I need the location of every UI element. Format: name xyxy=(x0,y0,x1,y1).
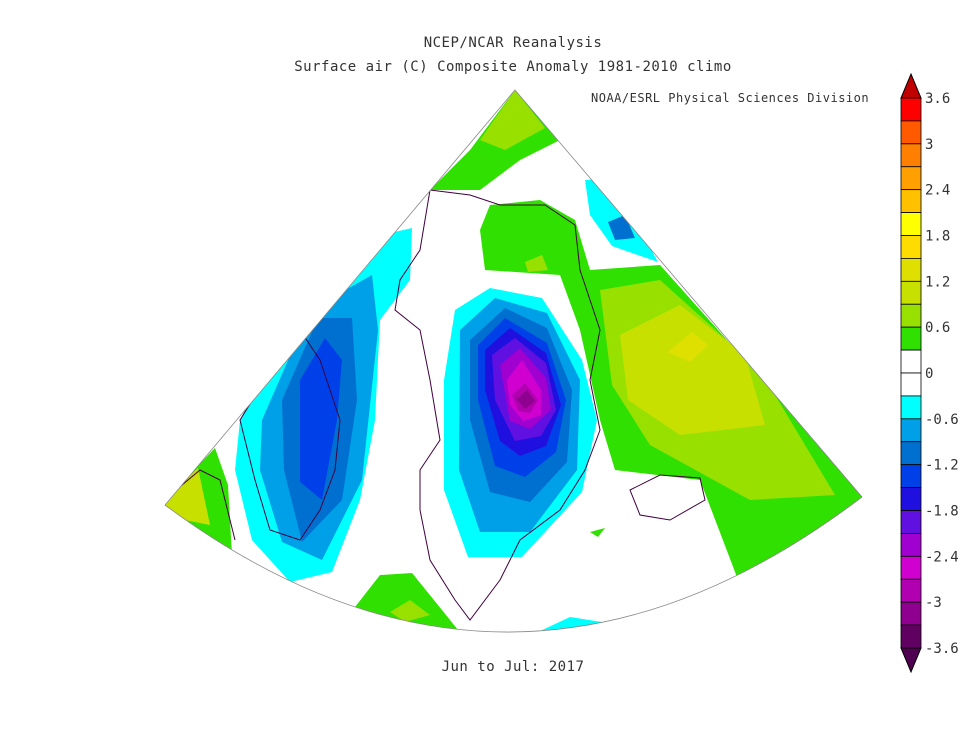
colorbar-tick-label: 3.6 xyxy=(925,91,950,107)
colorbar-swatch xyxy=(900,349,922,374)
contour-positive xyxy=(480,90,545,150)
colorbar-swatch xyxy=(900,235,922,259)
colorbar-tick-label: 1.8 xyxy=(925,229,950,245)
contour-negative xyxy=(608,215,635,240)
colorbar-tick-label: 1.2 xyxy=(925,274,950,290)
colorbar-tick-label: 3 xyxy=(925,137,933,153)
colorbar-tick-label: 2.4 xyxy=(925,183,950,199)
colorbar-tick-label: -1.8 xyxy=(925,504,959,520)
contour-positive xyxy=(620,305,765,435)
colorbar-tick-label: -3.6 xyxy=(925,641,959,657)
colorbar-swatch xyxy=(900,624,922,649)
contour-positive xyxy=(525,255,548,272)
colorbar-under-triangle xyxy=(900,647,922,674)
colorbar-swatch xyxy=(900,120,922,145)
colorbar-swatch xyxy=(900,441,922,466)
colorbar-swatch xyxy=(900,326,922,351)
colorbar-tick-label: -2.4 xyxy=(925,549,959,565)
colorbar-swatch xyxy=(900,212,922,236)
colorbar-swatch xyxy=(900,143,922,168)
colorbar-tick-label: 0 xyxy=(925,366,933,382)
colorbar-swatch xyxy=(900,395,922,420)
colorbar-swatch xyxy=(900,166,922,191)
colorbar-swatch xyxy=(900,372,922,397)
colorbar-swatch xyxy=(900,418,922,443)
colorbar-swatch xyxy=(900,487,922,511)
colorbar-swatch xyxy=(900,464,922,488)
contour-positive xyxy=(590,528,605,537)
colorbar-tick-label: -3 xyxy=(925,595,942,611)
colorbar-tick-label: -0.6 xyxy=(925,412,959,428)
colorbar-swatch xyxy=(900,578,922,603)
contour-positive xyxy=(390,600,430,622)
colorbar: 3.6 3 2.4 1.8 1.2 0.6 0 -0.6 -1.2 -1.8 -2.4 -3 -3.6 xyxy=(900,72,959,674)
chart-subtitle: Surface air (C) Composite Anomaly 1981-2… xyxy=(294,59,732,75)
period-label: Jun to Jul: 2017 xyxy=(441,659,585,675)
colorbar-swatch xyxy=(900,303,922,328)
contour-negative xyxy=(300,338,342,500)
colorbar-swatch xyxy=(900,189,922,213)
map-border xyxy=(164,89,863,633)
colorbar-swatch xyxy=(900,258,922,282)
colorbar-tick-label: -1.2 xyxy=(925,458,959,474)
contour-negative xyxy=(516,390,535,409)
colorbar-swatch xyxy=(900,533,922,557)
chart-title: NCEP/NCAR Reanalysis xyxy=(423,35,603,51)
colorbar-swatch xyxy=(900,510,922,534)
colorbar-swatch xyxy=(900,280,922,305)
colorbar-swatch xyxy=(900,601,922,626)
colorbar-swatch xyxy=(900,555,922,580)
colorbar-tick-label: 0.6 xyxy=(925,320,950,336)
colorbar-swatch xyxy=(900,97,922,122)
contour-positive xyxy=(668,332,708,362)
colorbar-over-triangle xyxy=(900,72,922,99)
credit-label: NOAA/ESRL Physical Sciences Division xyxy=(591,91,870,105)
